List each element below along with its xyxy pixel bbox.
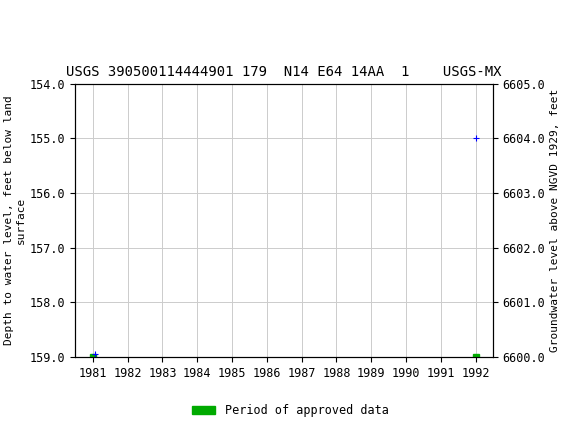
FancyBboxPatch shape [3,3,52,34]
Text: ≋USGS: ≋USGS [3,9,57,27]
Y-axis label: Depth to water level, feet below land
surface: Depth to water level, feet below land su… [4,95,26,345]
Y-axis label: Groundwater level above NGVD 1929, feet: Groundwater level above NGVD 1929, feet [550,89,560,352]
Title: USGS 390500114444901 179  N14 E64 14AA  1    USGS-MX: USGS 390500114444901 179 N14 E64 14AA 1 … [67,64,502,79]
Legend: Period of approved data: Period of approved data [187,399,393,422]
